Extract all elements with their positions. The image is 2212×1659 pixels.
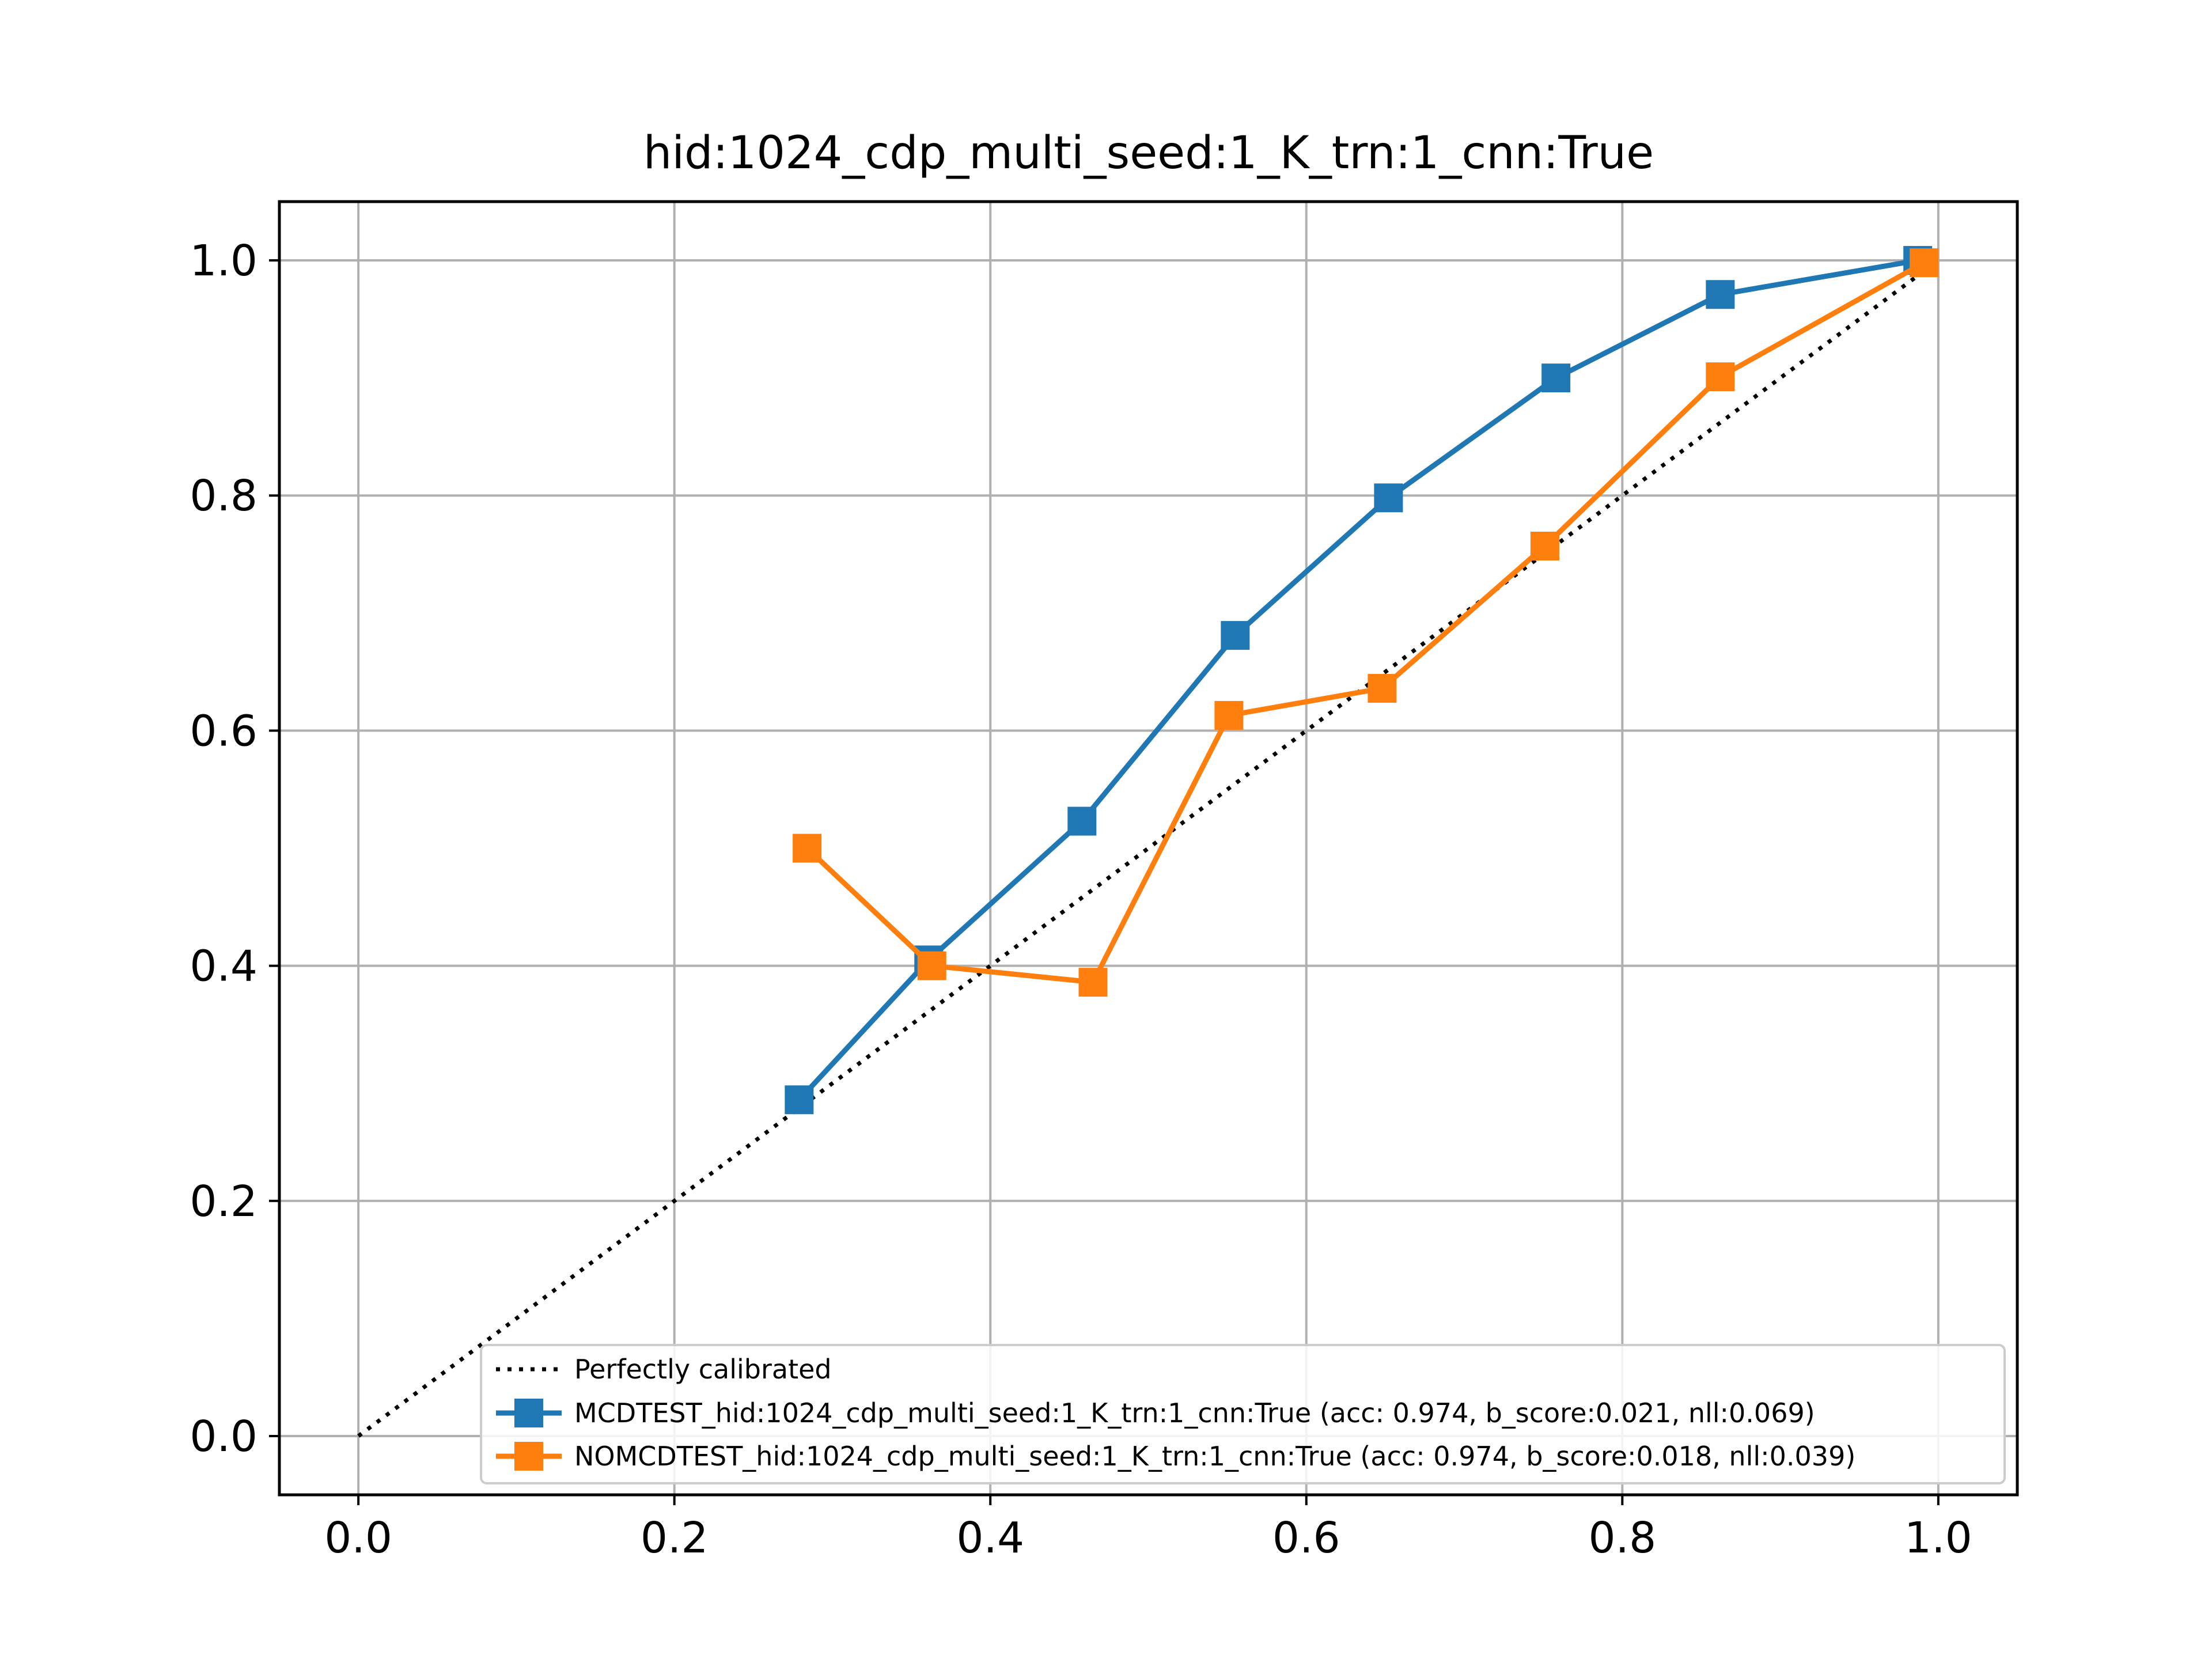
series-point <box>1910 248 1939 278</box>
x-tick-label: 0.2 <box>641 1513 709 1563</box>
legend-box <box>480 1344 2006 1484</box>
series-point <box>1067 806 1097 836</box>
series-point <box>1221 621 1250 650</box>
series-point <box>1706 280 1735 309</box>
series-point <box>917 951 946 980</box>
grid <box>279 202 2017 1495</box>
legend-label-reference: Perfectly calibrated <box>574 1354 832 1385</box>
legend-handle-marker <box>514 1442 543 1471</box>
series-point <box>1374 483 1403 513</box>
legend-handle-marker <box>514 1399 543 1427</box>
series-point <box>1368 673 1397 703</box>
ticks: 0.0 0.2 0.4 0.6 0.8 1.0 0.0 0.2 0.4 0.6 0.8 1.0 <box>190 236 1972 1563</box>
series-line <box>805 260 1926 985</box>
axes-frame <box>278 200 2019 1497</box>
y-tick-label: 0.4 <box>190 942 257 991</box>
x-tick-label: 0.8 <box>1588 1513 1656 1563</box>
y-tick-label: 0.2 <box>190 1177 257 1226</box>
legend: Perfectly calibrated MCDTEST_hid:1024_cdp… <box>480 1344 2006 1484</box>
series-layer <box>785 246 1939 1115</box>
series-point <box>1706 362 1735 392</box>
y-tick-label: 0.8 <box>190 471 257 521</box>
y-tick-label: 1.0 <box>190 236 257 286</box>
chart-title: hid:1024_cdp_multi_seed:1_K_trn:1_cnn:Tr… <box>643 127 1654 179</box>
x-tick-label: 0.6 <box>1272 1513 1340 1563</box>
series-point <box>793 834 822 863</box>
legend-label-series-1: MCDTEST_hid:1024_cdp_multi_seed:1_K_trn:… <box>574 1397 1815 1429</box>
series-point <box>1214 700 1244 730</box>
series-2 <box>793 248 1939 997</box>
series-point <box>1530 531 1559 560</box>
x-tick-label: 1.0 <box>1904 1513 1972 1563</box>
legend-label-series-2: NOMCDTEST_hid:1024_cdp_multi_seed:1_K_tr… <box>574 1441 1855 1472</box>
y-tick-label: 0.6 <box>190 706 257 756</box>
series-point <box>785 1085 814 1115</box>
x-tick-label: 0.0 <box>324 1513 392 1563</box>
series-point <box>1541 363 1571 393</box>
y-tick-label: 0.0 <box>190 1412 257 1461</box>
series-line <box>797 257 1918 1102</box>
series-point <box>1078 968 1108 997</box>
x-tick-label: 0.4 <box>956 1513 1024 1563</box>
